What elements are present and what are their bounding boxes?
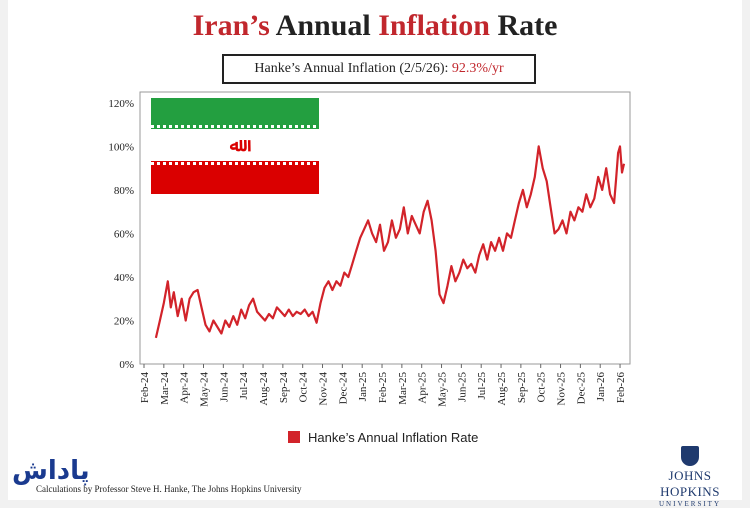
legend-label: Hanke’s Annual Inflation Rate (308, 429, 479, 445)
y-tick-label: 100% (108, 141, 134, 153)
x-tick-label: Dec-24 (337, 372, 349, 405)
title-part: Rate (497, 9, 558, 42)
x-tick-label: Aug-25 (496, 372, 508, 406)
y-tick-label: 40% (114, 272, 134, 284)
series-line (154, 145, 626, 339)
x-tick-label: Mar-24 (159, 372, 171, 405)
chart-page: Iran’s Annual Inflation Rate Hanke’s Ann… (8, 0, 742, 508)
x-tick-label: Sep-24 (278, 372, 290, 404)
x-tick-label: May-25 (437, 372, 449, 407)
jhu-logo-name: JOHNS HOPKINS (660, 468, 720, 499)
jhu-shield-icon (681, 446, 699, 466)
x-tick-label: Mar-25 (397, 372, 409, 405)
x-tick-label: Jan-25 (357, 372, 369, 402)
footer-credit: Calculations by Professor Steve H. Hanke… (36, 484, 302, 494)
x-tick-label: Aug-24 (258, 372, 270, 406)
y-tick-label: 80% (114, 185, 134, 197)
x-tick-label: Apr-24 (179, 372, 191, 404)
y-tick-label: 120% (108, 98, 134, 110)
title-part: Annual (275, 9, 371, 42)
x-tick-label: Jun-25 (456, 372, 468, 402)
y-tick-label: 0% (119, 359, 134, 371)
x-tick-label: Nov-24 (318, 372, 330, 406)
x-tick-label: Feb-26 (615, 372, 627, 404)
x-tick-label: Jul-24 (238, 372, 250, 400)
iran-flag-icon: ﷲ (151, 98, 319, 194)
x-tick-label: Apr-25 (417, 372, 429, 404)
chart-title: Iran’s Annual Inflation Rate (8, 8, 742, 44)
jhu-logo-sub: UNIVERSITY (659, 500, 721, 508)
x-tick-label: Jan-26 (595, 372, 607, 402)
legend-swatch (288, 431, 300, 443)
title-part: Inflation (378, 9, 490, 42)
line-chart: 0% 20% 40% 60% 80% 100% 120% Feb-24 Mar-24 Apr-24… (108, 91, 631, 407)
x-tick-label: Dec-25 (575, 372, 587, 405)
watermark-logo: پاداش (12, 456, 90, 486)
y-tick-label: 60% (114, 228, 134, 240)
x-tick-label: Jul-25 (476, 372, 488, 400)
x-tick-label: Oct-24 (298, 372, 310, 403)
plot-frame (139, 91, 631, 365)
x-tick-label: May-24 (199, 372, 211, 407)
y-tick-label: 20% (114, 315, 134, 327)
title-part: Iran’s (192, 9, 270, 42)
x-tick-label: Nov-25 (556, 372, 568, 406)
x-tick-label: Feb-24 (139, 372, 151, 404)
subtitle-box: Hanke’s Annual Inflation (2/5/26): 92.3%… (222, 54, 536, 84)
jhu-logo: JOHNS HOPKINS UNIVERSITY (640, 446, 740, 508)
x-tick-label: Feb-25 (377, 372, 389, 404)
x-tick-label: Sep-25 (516, 372, 528, 404)
x-tick-label: Jun-24 (218, 372, 230, 402)
subtitle-value: 92.3%/yr (451, 61, 504, 76)
subtitle-label: Hanke’s Annual Inflation (2/5/26): (254, 61, 449, 76)
x-tick-label: Oct-25 (536, 372, 548, 403)
chart-legend: Hanke’s Annual Inflation Rate (288, 428, 478, 446)
